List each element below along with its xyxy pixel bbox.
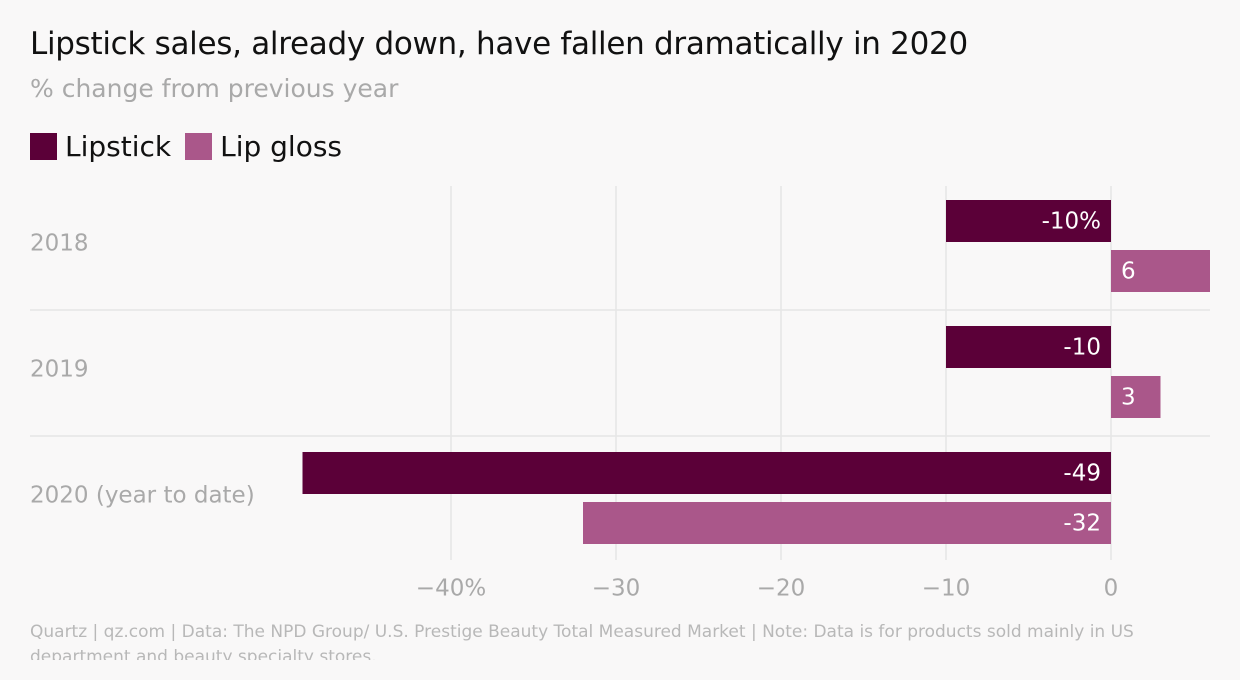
- value-label-lipstick-2: -49: [1063, 461, 1101, 487]
- x-tick-label-4: 0: [1104, 576, 1119, 602]
- x-tick-label-1: −30: [592, 576, 641, 602]
- x-tick-label-0: −40%: [416, 576, 486, 602]
- x-tick-label-2: −20: [757, 576, 806, 602]
- bar-lipstick-0: [946, 200, 1111, 242]
- value-label-lipstick-0: -10%: [1042, 209, 1101, 235]
- value-label-lipstick-1: -10: [1063, 335, 1101, 361]
- category-label-0: 2018: [30, 231, 89, 257]
- category-label-1: 2019: [30, 357, 89, 383]
- bar-lip-gloss-2: [583, 502, 1111, 544]
- value-label-lip-gloss-0: 6: [1121, 259, 1136, 285]
- chart-subtitle: % change from previous year: [30, 74, 399, 103]
- bar-lipstick-2: [302, 452, 1111, 494]
- legend-swatch-lip-gloss: [185, 133, 213, 160]
- legend-swatch-lipstick: [30, 133, 57, 160]
- x-tick-label-3: −10: [922, 576, 971, 602]
- legend-item-lip-gloss: Lip gloss: [185, 130, 342, 163]
- legend-label-lip-gloss: Lip gloss: [220, 130, 343, 163]
- source-footer: Quartz | qz.com | Data: The NPD Group/ U…: [30, 622, 1134, 660]
- bar-lip-gloss-1: [1111, 376, 1161, 418]
- bar-lipstick-1: [946, 326, 1111, 368]
- value-label-lip-gloss-1: 3: [1121, 385, 1136, 411]
- bar-lip-gloss-0: [1111, 250, 1210, 292]
- legend: Lipstick Lip gloss: [30, 130, 342, 163]
- legend-label-lipstick: Lipstick: [65, 130, 172, 163]
- category-label-2: 2020 (year to date): [30, 483, 255, 509]
- value-label-lip-gloss-2: -32: [1063, 511, 1101, 537]
- chart-title: Lipstick sales, already down, have falle…: [30, 26, 968, 62]
- legend-item-lipstick: Lipstick: [30, 130, 171, 163]
